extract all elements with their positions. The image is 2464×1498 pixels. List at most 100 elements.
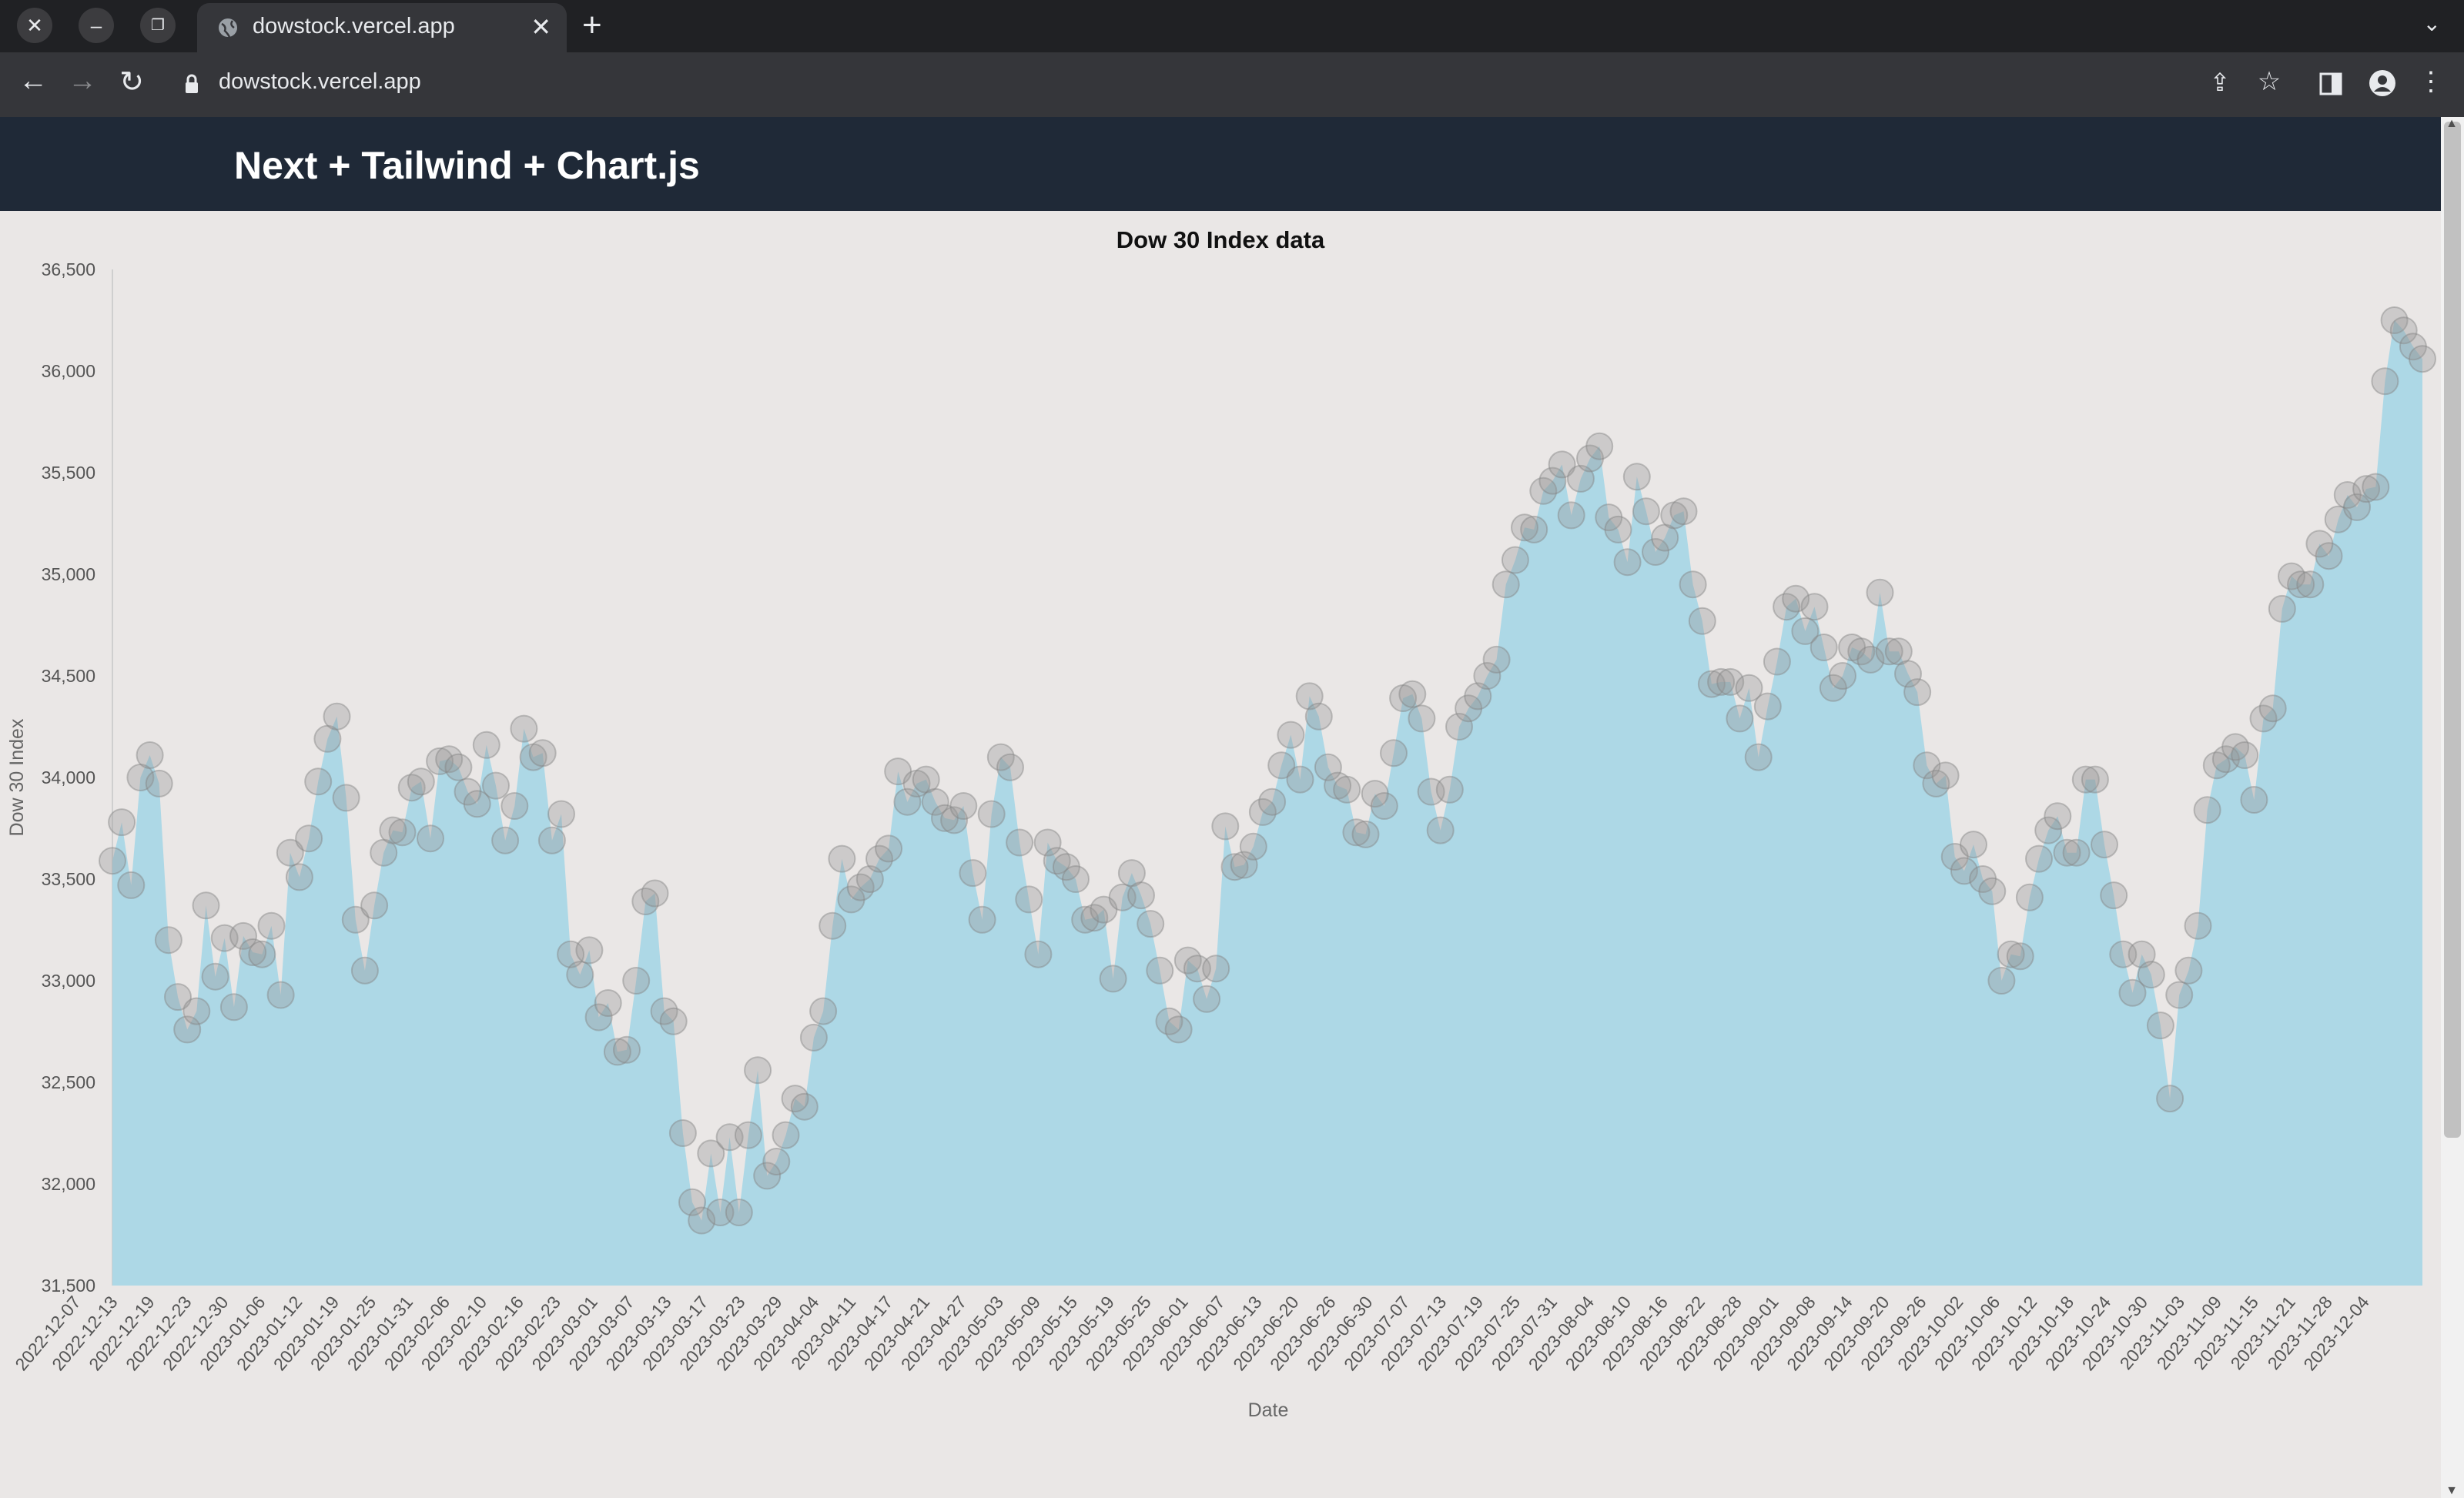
data-point[interactable] (1716, 667, 1745, 696)
data-point[interactable] (566, 961, 594, 989)
data-point[interactable] (1595, 503, 1623, 532)
data-point[interactable] (1286, 765, 1314, 794)
data-point[interactable] (893, 787, 922, 816)
data-point[interactable] (257, 911, 286, 940)
data-point[interactable] (846, 873, 875, 901)
data-point[interactable] (1248, 797, 1277, 826)
data-point[interactable] (2044, 802, 2072, 831)
data-point[interactable] (444, 753, 473, 781)
data-point[interactable] (417, 824, 444, 853)
data-point[interactable] (1753, 692, 1782, 721)
data-point[interactable] (2221, 733, 2250, 761)
data-point[interactable] (1782, 584, 1810, 613)
data-point[interactable] (1576, 444, 1604, 473)
data-point[interactable] (547, 800, 575, 828)
data-point[interactable] (1117, 859, 1146, 888)
data-point[interactable] (463, 790, 491, 818)
data-point[interactable] (1351, 820, 1380, 848)
data-point[interactable] (1613, 548, 1642, 577)
data-point[interactable] (1304, 702, 1333, 731)
minimize-icon[interactable]: – (79, 8, 114, 43)
menu-icon[interactable]: ⋮ (2418, 67, 2444, 96)
scroll-down-icon[interactable]: ▼ (2446, 1484, 2458, 1497)
data-point[interactable] (1969, 865, 1997, 893)
data-point[interactable] (2184, 911, 2212, 940)
data-point[interactable] (2324, 505, 2352, 533)
data-point[interactable] (2034, 816, 2063, 844)
data-point[interactable] (229, 921, 257, 950)
data-point[interactable] (1127, 881, 1155, 910)
data-point[interactable] (1604, 515, 1632, 543)
data-point[interactable] (1464, 682, 1492, 711)
data-point[interactable] (688, 1206, 716, 1235)
data-point[interactable] (1978, 877, 2007, 905)
reload-icon[interactable]: ↻ (119, 66, 144, 99)
data-point[interactable] (837, 885, 865, 914)
data-point[interactable] (99, 847, 126, 875)
data-point[interactable] (248, 940, 276, 968)
data-point[interactable] (1903, 678, 1932, 707)
star-icon[interactable]: ☆ (2257, 67, 2282, 96)
data-point[interactable] (1361, 780, 1389, 808)
data-point[interactable] (1324, 771, 1352, 800)
data-point[interactable] (192, 891, 220, 920)
data-point[interactable] (2128, 940, 2156, 968)
data-point[interactable] (1370, 792, 1398, 820)
data-point[interactable] (1024, 940, 1053, 968)
data-point[interactable] (715, 1123, 744, 1152)
data-point[interactable] (1137, 910, 1165, 938)
data-point[interactable] (1380, 739, 1408, 767)
data-point[interactable] (968, 905, 996, 934)
data-point[interactable] (1491, 570, 1520, 599)
data-point[interactable] (744, 1056, 772, 1085)
data-point[interactable] (379, 816, 407, 844)
data-point[interactable] (407, 767, 435, 796)
data-point[interactable] (1744, 743, 1773, 771)
data-point[interactable] (2240, 786, 2268, 814)
new-tab-icon[interactable]: + (582, 6, 602, 44)
data-point[interactable] (239, 938, 267, 966)
data-point[interactable] (276, 838, 304, 867)
data-point[interactable] (1856, 645, 1885, 674)
data-point[interactable] (2109, 940, 2138, 968)
data-point[interactable] (2062, 838, 2091, 867)
data-point[interactable] (1810, 634, 1838, 661)
data-point[interactable] (1529, 476, 1558, 505)
data-point[interactable] (1894, 660, 1922, 688)
data-point[interactable] (1455, 694, 1483, 723)
data-point[interactable] (1679, 570, 1707, 599)
data-point[interactable] (472, 731, 500, 759)
data-point[interactable] (1202, 955, 1230, 983)
data-point[interactable] (1913, 751, 1941, 780)
data-point[interactable] (2231, 741, 2259, 769)
data-point[interactable] (1642, 538, 1669, 566)
data-point[interactable] (1314, 753, 1342, 781)
data-point[interactable] (2174, 956, 2203, 985)
data-point[interactable] (510, 714, 538, 743)
data-point[interactable] (1622, 463, 1651, 491)
data-point[interactable] (2015, 883, 2044, 911)
data-point[interactable] (435, 745, 464, 774)
data-point[interactable] (584, 1003, 613, 1032)
data-point[interactable] (1866, 578, 1894, 607)
data-point[interactable] (1829, 662, 1856, 690)
data-point[interactable] (725, 1199, 753, 1226)
data-point[interactable] (2268, 594, 2296, 623)
data-point[interactable] (865, 844, 893, 873)
data-point[interactable] (1015, 885, 1043, 914)
data-point[interactable] (781, 1085, 809, 1113)
data-point[interactable] (1258, 787, 1287, 816)
data-point[interactable] (295, 824, 323, 853)
data-point[interactable] (1435, 775, 1464, 804)
share-icon[interactable]: ⇪ (2209, 69, 2231, 96)
data-point[interactable] (426, 747, 454, 775)
data-point[interactable] (2409, 345, 2436, 373)
data-point[interactable] (1417, 777, 1445, 806)
data-point[interactable] (2278, 562, 2305, 590)
data-point[interactable] (622, 967, 651, 995)
data-point[interactable] (1052, 853, 1080, 881)
address-bar[interactable]: dowstock.vercel.app (219, 69, 421, 94)
tab-close-icon[interactable]: ✕ (531, 13, 551, 41)
data-point[interactable] (1960, 831, 1987, 859)
data-point[interactable] (519, 743, 547, 771)
